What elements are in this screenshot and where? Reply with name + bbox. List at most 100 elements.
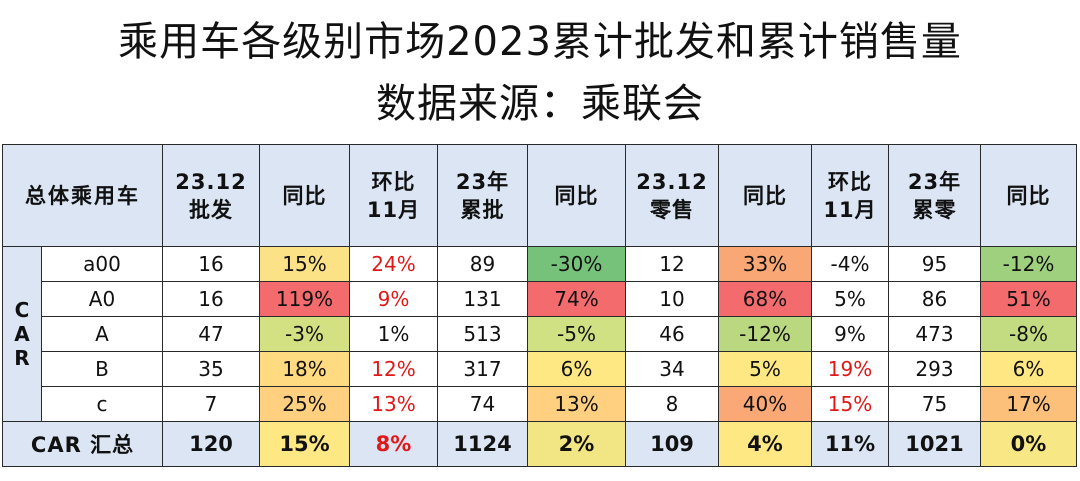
header-label: 同比 bbox=[554, 183, 599, 208]
total-cell: 1021 bbox=[888, 421, 981, 467]
column-header: 同比 bbox=[259, 144, 350, 247]
header-label: 11月 bbox=[823, 197, 877, 222]
header-label: 同比 bbox=[743, 183, 787, 208]
header-label: 零售 bbox=[650, 197, 694, 222]
table-cell: 12 bbox=[625, 246, 719, 282]
corner-header: 总体乘用车 bbox=[2, 144, 163, 247]
table-cell: 5% bbox=[811, 281, 889, 317]
table-row: B 35 18% 12% 317 6% 34 5% 19% 293 6% bbox=[3, 351, 1077, 387]
table-cell: 9% bbox=[811, 316, 889, 352]
column-header: 环比 11月 bbox=[811, 144, 889, 247]
table-cell: 47 bbox=[162, 316, 260, 352]
table-cell: 24% bbox=[349, 246, 438, 282]
group-letter: R bbox=[14, 346, 30, 370]
table-cell: 95 bbox=[888, 246, 981, 282]
table-cell: 8 bbox=[625, 386, 719, 422]
header-label: 批发 bbox=[189, 197, 233, 222]
table-cell: 6% bbox=[980, 351, 1077, 387]
column-header: 同比 bbox=[980, 144, 1077, 247]
table-cell: 15% bbox=[259, 246, 350, 282]
chart-title: 乘用车各级别市场2023累计批发和累计销售量 bbox=[118, 19, 962, 65]
table-cell: 6% bbox=[527, 351, 626, 387]
table-cell: 9% bbox=[349, 281, 438, 317]
header-label: 11月 bbox=[366, 197, 421, 222]
table-cell: 74 bbox=[437, 386, 528, 422]
table-row: A0 16 119% 9% 131 74% 10 68% 5% 86 51% bbox=[3, 281, 1077, 317]
table-cell: 51% bbox=[980, 281, 1077, 317]
total-label: CAR 汇总 bbox=[2, 421, 163, 467]
table-cell: 17% bbox=[980, 386, 1077, 422]
segment-label: a00 bbox=[41, 246, 163, 282]
table-cell: 131 bbox=[437, 281, 528, 317]
header-row: 总体乘用车 23.12 批发 同比 环比 11月 23年 累批 同比 23.12 零售 同比 环比 11月… bbox=[2, 144, 1077, 247]
total-cell: 109 bbox=[625, 421, 719, 467]
table-cell: -5% bbox=[527, 316, 626, 352]
column-header: 同比 bbox=[527, 144, 626, 247]
table-cell: 119% bbox=[259, 281, 350, 317]
table-row: c 7 25% 13% 74 13% 8 40% 15% 75 17% bbox=[3, 386, 1077, 422]
table-cell: 12% bbox=[349, 351, 438, 387]
header-label: 23.12 bbox=[636, 169, 708, 194]
table-cell: 68% bbox=[718, 281, 812, 317]
total-cell: 8% bbox=[349, 421, 438, 467]
table-cell: -30% bbox=[527, 246, 626, 282]
table-cell: 19% bbox=[811, 351, 889, 387]
table-cell: 25% bbox=[259, 386, 350, 422]
table-cell: 473 bbox=[888, 316, 981, 352]
column-header: 23年 累零 bbox=[888, 144, 981, 247]
segment-label: B bbox=[41, 351, 163, 387]
table-cell: 16 bbox=[162, 281, 260, 317]
table-cell: 33% bbox=[718, 246, 812, 282]
header-label: 同比 bbox=[1006, 183, 1051, 208]
table-cell: 86 bbox=[888, 281, 981, 317]
group-letter: A bbox=[14, 322, 30, 346]
table-cell: 10 bbox=[625, 281, 719, 317]
table-cell: 34 bbox=[625, 351, 719, 387]
table-cell: 7 bbox=[162, 386, 260, 422]
table-cell: 40% bbox=[718, 386, 812, 422]
total-cell: 1124 bbox=[437, 421, 528, 467]
table-cell: -12% bbox=[980, 246, 1077, 282]
table-cell: 18% bbox=[259, 351, 350, 387]
segment-label: A bbox=[41, 316, 163, 352]
total-cell: 0% bbox=[980, 421, 1077, 467]
column-header: 23.12 零售 bbox=[625, 144, 719, 247]
segment-label: c bbox=[41, 386, 163, 422]
table-cell: 1% bbox=[349, 316, 438, 352]
header-label: 环比 bbox=[828, 169, 872, 194]
table-cell: 15% bbox=[811, 386, 889, 422]
total-row: CAR 汇总 120 15% 8% 1124 2% 109 4% 11% 1021 0% bbox=[2, 421, 1077, 467]
table-cell: -12% bbox=[718, 316, 812, 352]
header-label: 环比 bbox=[371, 169, 416, 194]
total-cell: 11% bbox=[811, 421, 889, 467]
header-label: 23年 bbox=[455, 169, 510, 194]
table-row: A 47 -3% 1% 513 -5% 46 -12% 9% 473 -8% bbox=[3, 316, 1077, 352]
table-cell: 513 bbox=[437, 316, 528, 352]
total-cell: 2% bbox=[527, 421, 626, 467]
data-source: 数据来源：乘联会 bbox=[376, 81, 704, 127]
total-cell: 120 bbox=[162, 421, 260, 467]
segment-label: A0 bbox=[41, 281, 163, 317]
column-header: 23年 累批 bbox=[437, 144, 528, 247]
table-cell: 16 bbox=[162, 246, 260, 282]
table-cell: 317 bbox=[437, 351, 528, 387]
table-cell: 293 bbox=[888, 351, 981, 387]
header-label: 同比 bbox=[282, 183, 327, 208]
table-cell: 89 bbox=[437, 246, 528, 282]
column-header: 环比 11月 bbox=[349, 144, 438, 247]
table-cell: 46 bbox=[625, 316, 719, 352]
table-cell: 13% bbox=[527, 386, 626, 422]
table-cell: 35 bbox=[162, 351, 260, 387]
table-cell: 74% bbox=[527, 281, 626, 317]
group-letter: C bbox=[14, 298, 30, 322]
table-cell: -8% bbox=[980, 316, 1077, 352]
table-cell: -3% bbox=[259, 316, 350, 352]
header-label: 累零 bbox=[912, 197, 957, 222]
table-cell: 13% bbox=[349, 386, 438, 422]
column-header: 23.12 批发 bbox=[162, 144, 260, 247]
header-label: 23.12 bbox=[175, 169, 247, 194]
table-cell: 5% bbox=[718, 351, 812, 387]
table-cell: -4% bbox=[811, 246, 889, 282]
